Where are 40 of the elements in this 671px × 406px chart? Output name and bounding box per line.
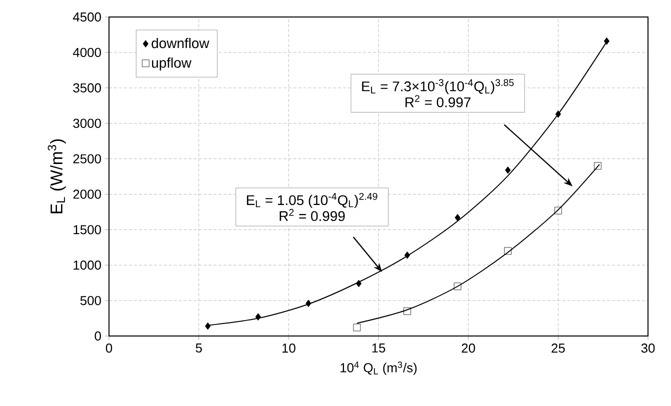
point — [554, 206, 562, 214]
point — [504, 247, 512, 255]
annotation: R$^{2}$ = 0.997 — [406, 95, 470, 108]
point — [454, 282, 462, 290]
y-tick-label: 1000 — [74, 260, 101, 270]
y-tick-label: 0 — [94, 331, 101, 341]
x-tick-label: 25 — [552, 344, 565, 353]
x-axis-title: 10$^{4}$ Q$_{L}$ (m$^{3}$/s) — [340, 362, 417, 375]
point — [404, 252, 410, 259]
y-tick-label: 500 — [80, 296, 101, 306]
point — [404, 308, 411, 315]
legend-label: upflow — [152, 58, 192, 71]
y-tick-label: 4500 — [72, 12, 101, 22]
x-tick-label: 20 — [462, 344, 476, 353]
x-tick-label: 15 — [372, 344, 386, 353]
annotation: E$_{L}$ = 1.05 (10$^{-4}$Q$_{L}$)$^{2.49}$ — [246, 192, 378, 208]
point — [306, 300, 312, 308]
y-tick-label: 2500 — [73, 154, 101, 164]
x-tick-label: 30 — [641, 344, 655, 353]
x-tick-label: 0 — [106, 344, 112, 353]
x-tick-label: 10 — [282, 344, 296, 353]
text: E$_{L}$ = 7.3×10$^{-3}$(10$^{-4}$Q$_{L}$)$^{3.85}$ — [362, 79, 514, 94]
y-tick-label: 2000 — [73, 190, 101, 199]
point — [555, 110, 561, 118]
point — [454, 214, 460, 222]
point — [356, 280, 362, 288]
x-tick-label: 5 — [196, 344, 202, 353]
y-tick-label: 3000 — [73, 118, 101, 128]
legend-label: downflow — [152, 38, 210, 48]
point — [594, 162, 602, 170]
annotation: R$^{2}$ = 0.999 — [280, 208, 345, 222]
point — [205, 322, 211, 330]
point — [604, 37, 610, 45]
y-axis-title: E$_{L}$ (W/m$^{3}$) — [48, 139, 66, 214]
point — [255, 313, 261, 321]
y-tick-label: 3500 — [73, 83, 101, 92]
y-tick-label: 1500 — [74, 225, 101, 234]
y-tick-label: 4000 — [72, 48, 101, 58]
point — [353, 324, 361, 332]
point — [505, 166, 511, 174]
